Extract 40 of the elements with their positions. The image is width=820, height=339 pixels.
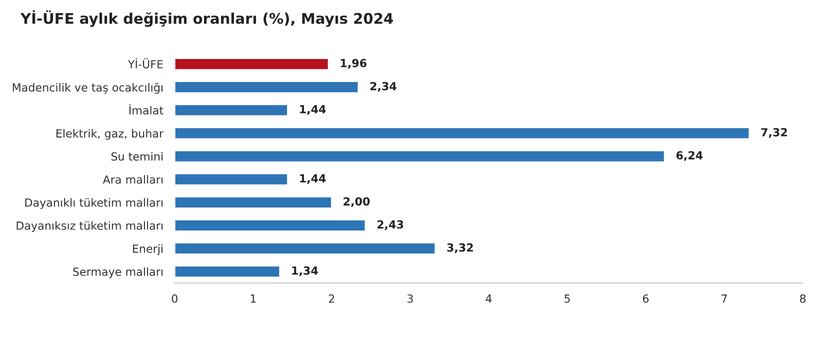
y-tick-label: Madencilik ve taş ocakcılığı [12,82,163,94]
x-tick-label: 5 [564,294,570,303]
data-label: 1,34 [292,266,318,276]
data-label: 2,43 [377,220,404,230]
y-tick-label: Dayanıksız tüketim malları [16,221,163,232]
bar [174,265,281,278]
x-tick-label: 8 [800,294,806,303]
bar [174,150,666,163]
data-label: 1,44 [300,105,326,115]
chart-title: Yİ-ÜFE aylık değişim oranları (%), Mayıs 2024 [20,10,393,27]
data-label: 1,96 [340,58,366,69]
x-tick-label: 0 [172,294,178,303]
bar [174,218,366,232]
y-tick-label: Elektrik, gaz, buhar [56,129,164,140]
bar [174,172,288,186]
y-tick-label: Yİ-ÜFE [128,58,163,68]
bar [174,242,436,255]
y-tick-label: Dayanıklı tüketim malları [25,198,163,209]
data-label: 2,00 [344,197,370,208]
data-label: 3,32 [447,243,473,254]
bar [174,58,330,71]
x-tick-label: 6 [642,294,649,303]
x-tick-label: 3 [408,294,413,303]
x-tick-label: 4 [486,294,492,303]
data-label: 1,44 [300,174,326,184]
x-tick-label: 2 [328,294,334,303]
y-tick-label: Sermaye malları [73,267,163,278]
y-tick-label: Su temini [111,152,163,161]
bar [174,196,332,209]
bar [174,80,360,94]
x-tick-label: 1 [250,294,256,303]
y-tick-label: İmalat [129,104,164,115]
y-tick-label: Ara malları [102,175,163,184]
x-tick-label: 7 [722,294,727,303]
bar [174,126,750,140]
y-tick-label: Enerji [133,244,163,256]
data-label: 7,32 [761,128,787,138]
data-label: 6,24 [676,151,703,161]
bar [174,104,288,117]
data-label: 2,34 [370,82,396,92]
